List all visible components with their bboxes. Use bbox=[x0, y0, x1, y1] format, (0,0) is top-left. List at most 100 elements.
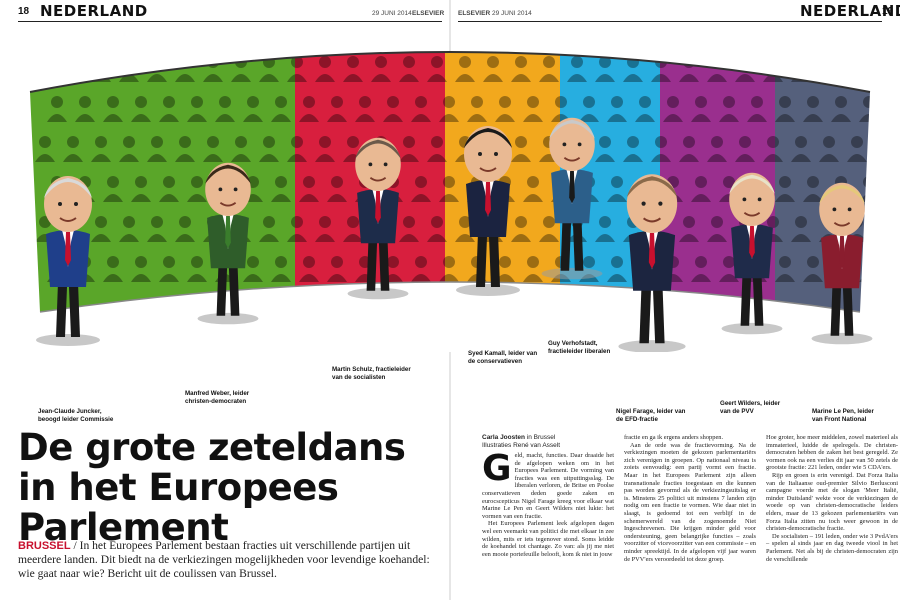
seated-figure-head bbox=[319, 136, 331, 148]
seated-figure-body bbox=[483, 74, 503, 82]
date-right: 29 JUNI 2014 bbox=[492, 10, 532, 17]
seated-figure-body bbox=[399, 154, 419, 162]
seated-figure-body bbox=[651, 74, 671, 82]
seated-figure-head bbox=[303, 256, 315, 268]
seated-figure-head bbox=[403, 136, 415, 148]
seated-figure-head bbox=[611, 256, 623, 268]
seated-figure-body bbox=[327, 274, 347, 282]
seated-figure-body bbox=[343, 234, 363, 242]
seated-figure-body bbox=[523, 114, 543, 122]
col3-paragraph-2: Rijp en groen is erin verenigd. Dat Forz… bbox=[766, 471, 898, 533]
seated-figure-body bbox=[383, 114, 403, 122]
seated-figure-head bbox=[275, 96, 287, 108]
seated-figure-body bbox=[607, 194, 627, 202]
seated-figure-body bbox=[271, 274, 291, 282]
seated-figure-head bbox=[263, 56, 275, 68]
seated-figure-head bbox=[191, 256, 203, 268]
body-column-2: fractie en ga ik ergens anders shoppen. … bbox=[624, 434, 756, 563]
seated-figure-head bbox=[695, 256, 707, 268]
seated-figure-head bbox=[303, 176, 315, 188]
seated-figure-head bbox=[135, 96, 147, 108]
seated-figure-body bbox=[511, 74, 531, 82]
seated-figure-body bbox=[131, 114, 151, 122]
seated-figure-body bbox=[215, 114, 235, 122]
seated-figure-body bbox=[707, 234, 727, 242]
seated-figure-body bbox=[579, 114, 599, 122]
seated-figure-body bbox=[287, 74, 307, 82]
seated-figure-head bbox=[191, 96, 203, 108]
header-rule-left bbox=[18, 21, 442, 22]
seated-figure-body bbox=[635, 114, 655, 122]
seated-figure-head bbox=[303, 96, 315, 108]
seated-figure-body bbox=[63, 154, 83, 162]
seated-figure-body bbox=[103, 194, 123, 202]
seated-figure-head bbox=[795, 136, 807, 148]
seated-figure-head bbox=[67, 56, 79, 68]
seated-figure-body bbox=[523, 274, 543, 282]
leader-figure-wilders bbox=[721, 172, 783, 335]
seated-figure-body bbox=[775, 194, 795, 202]
seated-figure-head bbox=[823, 56, 835, 68]
seated-figure-body bbox=[663, 114, 683, 122]
seated-figure-head bbox=[443, 176, 455, 188]
seated-figure-head bbox=[863, 176, 870, 188]
seated-figure-body bbox=[803, 114, 823, 122]
seated-figure-head bbox=[39, 136, 51, 148]
seated-figure-body bbox=[439, 274, 459, 282]
byline-location: in Brussel bbox=[525, 434, 556, 441]
seated-figure-body bbox=[595, 74, 615, 82]
seated-figure-body bbox=[271, 114, 291, 122]
seated-figure-head bbox=[459, 216, 471, 228]
seated-figure-body bbox=[75, 114, 95, 122]
article-headline: De grote zeteldans in het Europees Parle… bbox=[18, 426, 406, 549]
seated-figure-body bbox=[651, 154, 671, 162]
seated-figure-head bbox=[291, 56, 303, 68]
seated-figure-body bbox=[679, 154, 699, 162]
seated-figure-head bbox=[583, 96, 595, 108]
seated-figure-head bbox=[431, 56, 443, 68]
col3-paragraph-3: De socialisten – 191 leden, onder wie 3 … bbox=[766, 532, 898, 563]
seated-figure-body bbox=[775, 114, 795, 122]
lead-kicker: BRUSSEL bbox=[18, 540, 71, 552]
seated-figure-head bbox=[823, 136, 835, 148]
seated-figure-body bbox=[467, 114, 487, 122]
seated-figure-head bbox=[375, 56, 387, 68]
seated-figure-body bbox=[399, 234, 419, 242]
col2-paragraph-2: Aan de orde was de fractievorming. Na de… bbox=[624, 441, 756, 563]
seated-figure-head bbox=[639, 96, 651, 108]
seated-figure-head bbox=[667, 96, 679, 108]
seated-figure-body bbox=[159, 194, 179, 202]
seated-figure-body bbox=[131, 274, 151, 282]
seated-figure-head bbox=[207, 136, 219, 148]
brand-left: ELSEVIER bbox=[412, 10, 445, 17]
seated-figure-body bbox=[299, 194, 319, 202]
caption-wilders: Geert Wilders, leider van de PVV bbox=[720, 400, 781, 415]
seated-figure-body bbox=[131, 194, 151, 202]
seated-figure-head bbox=[191, 176, 203, 188]
seated-figure-head bbox=[331, 96, 343, 108]
seated-figure-head bbox=[291, 136, 303, 148]
seated-figure-head bbox=[331, 176, 343, 188]
seated-figure-head bbox=[487, 56, 499, 68]
seated-figure-body bbox=[299, 114, 319, 122]
seated-figure-head bbox=[107, 176, 119, 188]
parliament-hemicycle-illustration bbox=[0, 51, 900, 352]
seated-figure-body bbox=[35, 74, 55, 82]
seated-figure-body bbox=[399, 74, 419, 82]
seated-figure-head bbox=[767, 136, 779, 148]
seated-figure-body bbox=[803, 274, 823, 282]
page-number-left: 18 bbox=[18, 6, 30, 17]
seated-figure-head bbox=[751, 96, 763, 108]
seated-figure-head bbox=[739, 56, 751, 68]
seated-figure-head bbox=[235, 136, 247, 148]
seated-figure-body bbox=[691, 274, 711, 282]
seated-figure-head bbox=[723, 96, 735, 108]
seated-figure-head bbox=[179, 136, 191, 148]
drop-cap: G bbox=[482, 448, 512, 489]
seated-figure-body bbox=[803, 194, 823, 202]
seated-figure-head bbox=[863, 256, 870, 268]
section-title-left: NEDERLAND bbox=[40, 2, 148, 20]
seated-figure-head bbox=[95, 56, 107, 68]
seated-figure-body bbox=[427, 154, 447, 162]
seated-figure-body bbox=[607, 274, 627, 282]
